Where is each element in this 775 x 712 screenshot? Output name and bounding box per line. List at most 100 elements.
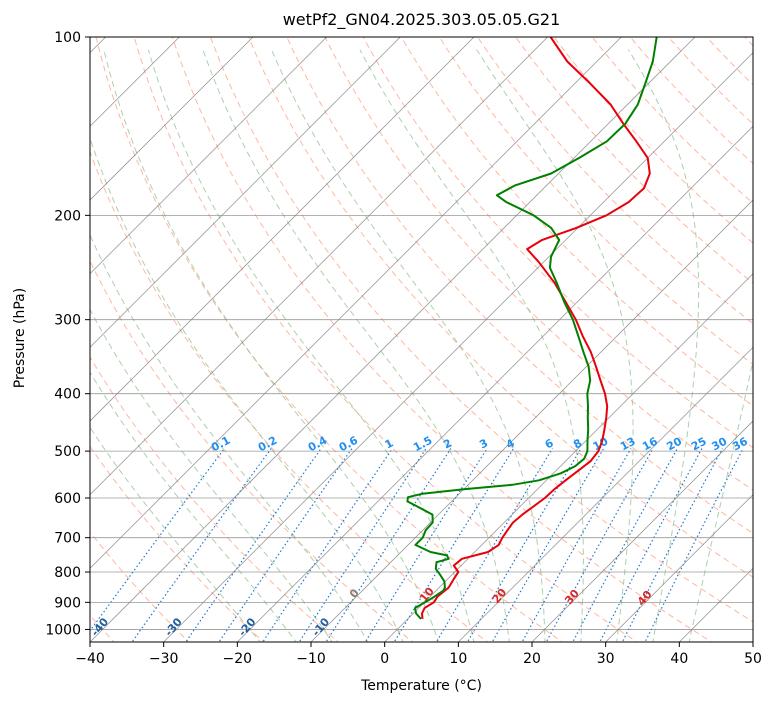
dry-adiabat	[90, 150, 489, 642]
mixing-ratio-label: 16	[640, 435, 660, 454]
y-tick-label: 900	[54, 595, 81, 611]
dry-adiabat	[362, 37, 753, 449]
mixing-ratio-line	[218, 448, 353, 642]
mixing-ratio-line	[545, 448, 654, 642]
mixing-ratio-line	[621, 448, 723, 642]
dry-adiabat	[477, 37, 753, 325]
mixing-ratio-label: 30	[710, 435, 730, 454]
y-tick-label: 300	[54, 313, 81, 329]
mixing-ratio-line	[131, 448, 272, 642]
y-tick-label: 200	[54, 208, 81, 224]
moist-adiabat	[90, 233, 369, 642]
mixing-ratio-line	[298, 448, 427, 642]
isotherm-gridline	[236, 125, 753, 642]
mixing-ratio-label: 36	[730, 435, 750, 454]
mixing-ratio-label: 25	[689, 435, 709, 454]
x-tick-label: 30	[597, 651, 615, 667]
dry-adiabat-label: 20	[490, 586, 510, 606]
dry-adiabat	[286, 37, 753, 534]
x-tick-label: −30	[149, 651, 179, 667]
dry-adiabat	[705, 37, 753, 86]
isotherm-gridline	[90, 37, 328, 275]
x-tick-label: 40	[670, 651, 688, 667]
dry-adiabat-label: -50	[15, 615, 38, 639]
dry-adiabat	[667, 37, 753, 125]
dry-adiabat	[90, 445, 265, 642]
dry-adiabat	[438, 37, 753, 366]
y-tick-label: 500	[54, 444, 81, 460]
mixing-ratio-line	[521, 448, 632, 642]
dry-adiabat	[90, 531, 190, 642]
moist-adiabat	[90, 308, 333, 642]
dry-adiabat	[324, 37, 753, 491]
moist-adiabat	[270, 49, 546, 642]
moist-adiabat	[90, 371, 297, 642]
moist-adiabat	[103, 49, 440, 642]
isotherm-gridline	[90, 37, 475, 422]
x-tick-label: 20	[523, 651, 541, 667]
y-tick-label: 600	[54, 491, 81, 507]
isotherm-gridline	[752, 641, 753, 642]
y-tick-label: 100	[54, 30, 81, 46]
dry-adiabat	[90, 356, 340, 642]
isotherm-gridline	[163, 52, 753, 642]
dewpoint-line	[406, 37, 658, 620]
dry-adiabat	[90, 259, 414, 642]
y-tick-label: 400	[54, 387, 81, 403]
isotherm-gridline	[90, 37, 254, 201]
mixing-ratio-label: 13	[618, 435, 638, 454]
isotherm-gridline	[90, 37, 180, 127]
x-tick-label: −10	[296, 651, 326, 667]
isotherm-gridline	[90, 37, 622, 569]
mixing-ratio-line	[393, 448, 515, 642]
dry-adiabat-label: 40	[635, 588, 655, 608]
x-axis-label: Temperature (°C)	[361, 678, 482, 694]
moist-adiabat	[688, 358, 753, 642]
moist-adiabat	[90, 136, 404, 642]
mixing-ratio-line	[466, 448, 582, 642]
mixing-ratio-line	[185, 448, 322, 642]
x-tick-label: −40	[75, 651, 105, 667]
mixing-ratio-line	[325, 448, 452, 642]
temperature-line	[421, 37, 651, 619]
y-axis-label: Pressure (hPa)	[12, 287, 28, 389]
moist-adiabat	[627, 49, 700, 642]
x-tick-label: −20	[223, 651, 253, 667]
mixing-ratio-line	[599, 448, 703, 642]
y-tick-label: 700	[54, 531, 81, 547]
mixing-ratio-label: 20	[664, 435, 684, 454]
isotherm-gridline	[605, 494, 753, 642]
isotherm-gridline	[457, 346, 753, 642]
isotherm-gridline	[384, 273, 753, 642]
dry-adiabat	[770, 24, 775, 645]
y-tick-label: 1000	[45, 622, 81, 638]
isotherm-gridline	[531, 420, 753, 642]
y-tick-label: 800	[54, 565, 81, 581]
dry-adiabat	[515, 37, 753, 284]
plot-frame	[89, 36, 754, 643]
dry-adiabat	[591, 37, 753, 204]
mixing-ratio-label: 6	[543, 436, 556, 451]
isotherm-gridline	[90, 37, 401, 348]
dry-adiabat-label: 30	[562, 587, 582, 607]
mixing-ratio-line	[262, 448, 393, 642]
x-tick-label: 50	[744, 651, 762, 667]
mixing-ratio-label: 3	[477, 436, 490, 451]
isotherm-gridline	[90, 37, 696, 642]
x-tick-label: 10	[449, 651, 467, 667]
isotherm-gridline	[678, 567, 753, 642]
mixing-ratio-line	[435, 448, 554, 642]
isotherm-gridline	[90, 37, 549, 496]
mixing-ratio-line	[644, 448, 744, 642]
dry-adiabat	[248, 37, 753, 578]
mixing-ratio-label: 4	[504, 436, 517, 451]
dry-adiabat	[744, 37, 753, 47]
moist-adiabat	[202, 49, 510, 642]
isotherm-gridline	[310, 199, 753, 642]
x-tick-label: 0	[380, 651, 389, 667]
dry-adiabat	[133, 37, 638, 642]
dry-adiabat-label: -10	[310, 615, 333, 639]
chart-title: wetPf2_GN04.2025.303.05.05.G21	[282, 10, 561, 29]
